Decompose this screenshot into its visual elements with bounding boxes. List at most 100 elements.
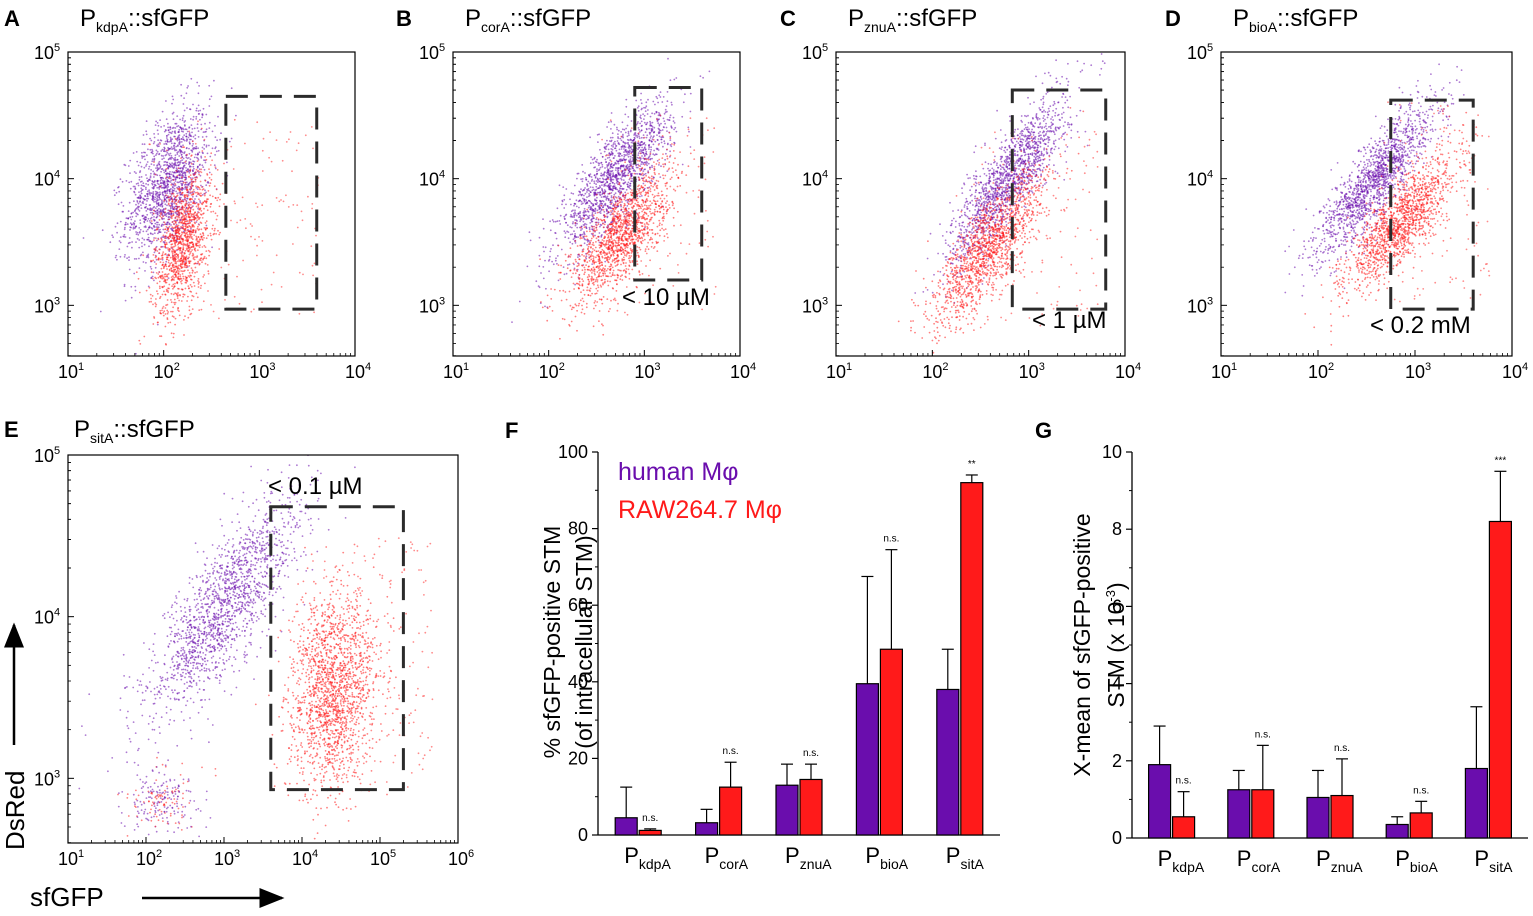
data-point [195, 109, 198, 112]
data-point [646, 161, 648, 164]
data-point [591, 263, 594, 265]
data-point [189, 174, 192, 177]
data-point [109, 241, 112, 244]
data-point [662, 219, 665, 222]
data-point [123, 285, 126, 288]
data-point [666, 100, 669, 103]
data-point [192, 208, 195, 211]
data-point [624, 154, 627, 157]
data-point [589, 191, 592, 194]
data-point [563, 198, 566, 201]
data-point [170, 270, 173, 273]
data-point [196, 193, 199, 196]
data-point [611, 189, 614, 192]
data-point [165, 213, 168, 216]
data-point [166, 268, 168, 270]
data-point [648, 146, 651, 149]
data-point [174, 243, 177, 246]
data-point [615, 145, 618, 147]
data-point [603, 240, 605, 242]
data-point [570, 320, 573, 323]
data-point [183, 194, 186, 197]
data-point [134, 193, 137, 196]
data-point [601, 264, 604, 267]
data-point [169, 204, 172, 207]
data-point [629, 160, 632, 162]
data-point [160, 199, 163, 202]
data-point [642, 163, 645, 166]
data-point [171, 156, 174, 159]
data-point [165, 190, 168, 193]
data-point-sparse [189, 210, 192, 213]
data-point [579, 220, 581, 223]
data-point [651, 130, 653, 133]
data-point [581, 233, 584, 236]
data-point [162, 228, 165, 231]
data-point [176, 207, 179, 209]
data-point [192, 115, 195, 118]
data-point [174, 178, 177, 181]
data-point [209, 232, 212, 235]
data-point [638, 150, 641, 153]
data-point [565, 213, 568, 216]
data-point [180, 251, 183, 254]
data-point [187, 257, 190, 260]
data-point [565, 272, 568, 275]
data-point [211, 130, 214, 133]
data-point [546, 319, 549, 322]
data-point [130, 180, 133, 183]
data-point [162, 169, 165, 172]
data-point [158, 271, 161, 273]
data-point [151, 180, 154, 182]
data-point [148, 165, 151, 168]
data-point [600, 161, 603, 164]
data-point [577, 256, 579, 258]
data-point [187, 184, 190, 187]
data-point [182, 136, 184, 139]
data-point [151, 198, 154, 201]
data-point [606, 139, 608, 142]
data-point [152, 191, 155, 193]
data-point [205, 237, 208, 240]
data-point [657, 101, 659, 104]
data-point [202, 152, 204, 155]
data-point [164, 281, 167, 284]
data-point [614, 192, 617, 195]
data-point [653, 135, 655, 138]
data-point [149, 175, 152, 178]
data-point [159, 179, 162, 182]
data-point [610, 195, 613, 197]
data-point [188, 161, 191, 163]
data-point [653, 196, 655, 199]
data-point [667, 255, 669, 257]
data-point [585, 210, 587, 213]
data-point [666, 143, 669, 146]
data-point [218, 205, 221, 208]
data-point [146, 213, 149, 216]
data-point [586, 252, 588, 255]
data-point [618, 199, 621, 201]
data-point [648, 144, 650, 147]
data-point [164, 237, 166, 240]
data-point [630, 120, 633, 122]
data-point [616, 128, 618, 131]
data-point [154, 124, 157, 126]
data-point [162, 236, 165, 239]
tick-base: 10 [249, 362, 269, 382]
data-point [208, 168, 210, 171]
data-point-sparse [289, 131, 292, 133]
data-point [604, 182, 607, 185]
data-point [188, 305, 191, 308]
data-point [119, 236, 122, 239]
data-point-sparse [249, 223, 252, 225]
data-point [168, 235, 171, 238]
data-point [164, 203, 167, 206]
data-point [588, 289, 591, 292]
data-point [594, 191, 597, 194]
data-point [171, 221, 174, 224]
data-point [183, 266, 186, 268]
data-point [202, 276, 205, 278]
title-promoter-p: P [465, 5, 481, 32]
data-point [588, 193, 590, 195]
data-point [158, 248, 161, 251]
